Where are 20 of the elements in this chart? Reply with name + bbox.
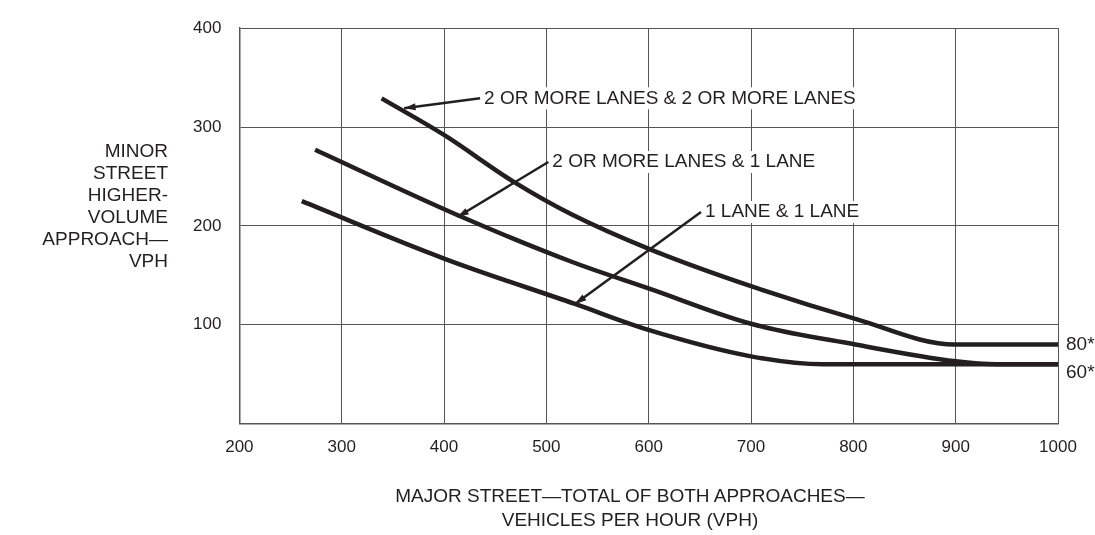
y-tick-label: 400 (192, 17, 222, 37)
x-tick-label: 600 (634, 437, 663, 457)
x-tick-label: 300 (327, 437, 356, 457)
annotation: 1 LANE & 1 LANE (705, 200, 860, 222)
x-axis-title: MAJOR STREET—TOTAL OF BOTH APPROACHES—VEHICLES PER HOUR (VPH) (394, 484, 866, 532)
x-tick-label: 900 (941, 437, 970, 457)
x-tick-label: 400 (429, 437, 459, 457)
annotation: 2 OR MORE LANES & 1 LANE (552, 150, 816, 172)
y-tick-label: 200 (192, 215, 222, 235)
annotation: 60* (1066, 360, 1095, 382)
y-tick-label: 100 (192, 314, 222, 334)
y-tick-label: 300 (192, 116, 222, 136)
annotation: 80* (1066, 332, 1095, 354)
x-tick-label: 800 (839, 437, 868, 457)
x-tick-label: 500 (532, 437, 561, 457)
x-tick-label: 200 (225, 437, 254, 457)
y-axis-title: MINOR STREET HIGHER-VOLUME APPROACH—VPH (41, 140, 168, 272)
x-tick-label: 1000 (1039, 437, 1077, 457)
annotation: 2 OR MORE LANES & 2 OR MORE LANES (484, 86, 856, 108)
x-tick-label: 700 (736, 437, 766, 457)
